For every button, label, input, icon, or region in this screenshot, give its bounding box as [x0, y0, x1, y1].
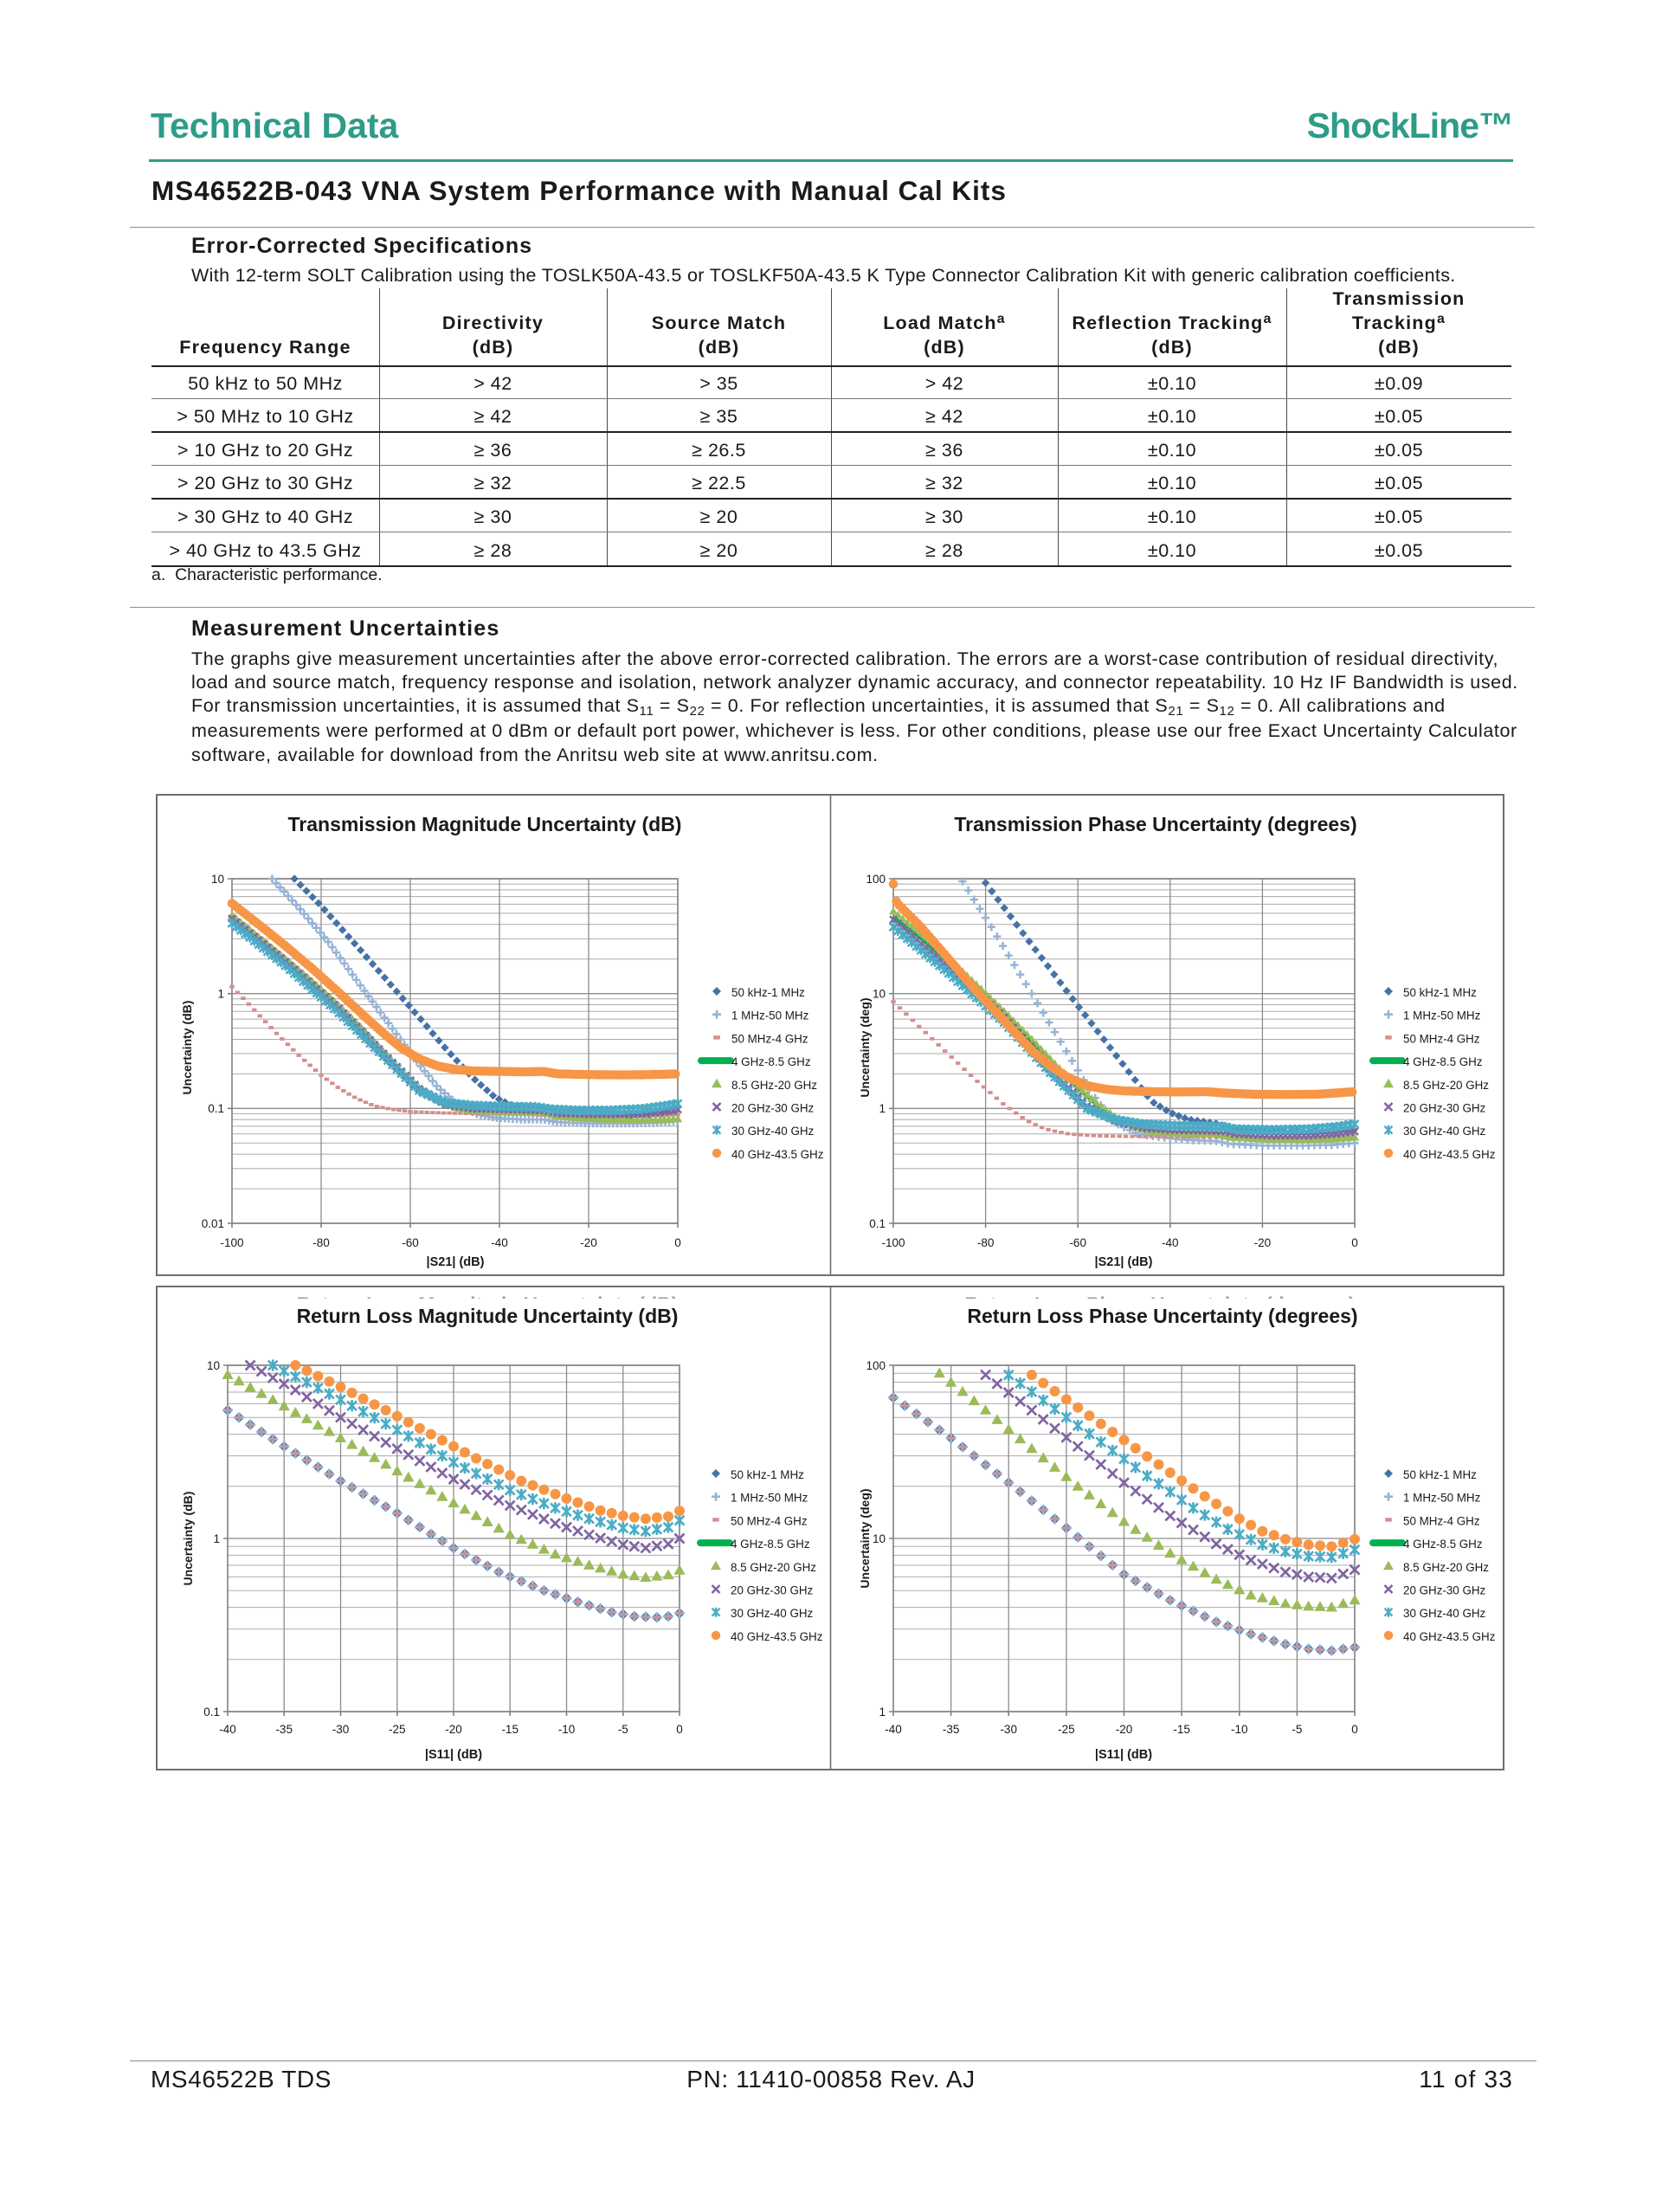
svg-text:4 GHz-8.5 GHz: 4 GHz-8.5 GHz: [1403, 1055, 1483, 1068]
svg-text:8.5 GHz-20 GHz: 8.5 GHz-20 GHz: [731, 1079, 817, 1092]
svg-text:0.1: 0.1: [869, 1217, 886, 1230]
svg-text:1 MHz-50 MHz: 1 MHz-50 MHz: [731, 1492, 808, 1505]
svg-text:0.01: 0.01: [202, 1217, 224, 1230]
svg-text:|S21| (dB): |S21| (dB): [1095, 1255, 1153, 1269]
svg-text:Return Loss Phase Uncertainty: Return Loss Phase Uncertainty (degrees): [967, 1305, 1357, 1327]
svg-text:1 MHz-50 MHz: 1 MHz-50 MHz: [1403, 1009, 1481, 1022]
svg-text:-35: -35: [275, 1723, 293, 1736]
svg-text:-20: -20: [580, 1236, 597, 1249]
svg-text:0.1: 0.1: [208, 1102, 224, 1115]
svg-text:40 GHz-43.5 GHz: 40 GHz-43.5 GHz: [731, 1148, 824, 1161]
svg-text:4 GHz-8.5 GHz: 4 GHz-8.5 GHz: [1403, 1538, 1483, 1551]
svg-text:|S11| (dB): |S11| (dB): [425, 1748, 482, 1762]
svg-text:40 GHz-43.5 GHz: 40 GHz-43.5 GHz: [731, 1630, 823, 1643]
svg-text:-40: -40: [885, 1723, 902, 1736]
svg-text:Uncertainty (dB): Uncertainty (dB): [180, 1001, 194, 1095]
svg-text:|S11| (dB): |S11| (dB): [1095, 1748, 1152, 1762]
svg-text:20 GHz-30 GHz: 20 GHz-30 GHz: [1403, 1102, 1486, 1115]
svg-text:100: 100: [866, 873, 886, 886]
svg-text:Return Loss Magnitude Uncertai: Return Loss Magnitude Uncertainty (dB): [297, 1293, 679, 1316]
svg-text:1 MHz-50 MHz: 1 MHz-50 MHz: [1403, 1492, 1481, 1505]
svg-text:-80: -80: [312, 1236, 330, 1249]
svg-text:-40: -40: [491, 1236, 508, 1249]
svg-text:0.1: 0.1: [203, 1706, 220, 1719]
svg-text:-35: -35: [943, 1723, 960, 1736]
svg-text:-15: -15: [1173, 1723, 1190, 1736]
svg-text:Uncertainty (dB): Uncertainty (dB): [181, 1492, 195, 1586]
svg-text:50 kHz-1 MHz: 50 kHz-1 MHz: [1403, 1468, 1477, 1481]
svg-text:Uncertainty (deg): Uncertainty (deg): [858, 997, 872, 1097]
svg-text:-60: -60: [1069, 1236, 1086, 1249]
svg-text:-20: -20: [1116, 1723, 1133, 1736]
svg-text:1 MHz-50 MHz: 1 MHz-50 MHz: [731, 1009, 809, 1022]
svg-text:-25: -25: [1058, 1723, 1075, 1736]
svg-text:0: 0: [1351, 1236, 1358, 1249]
svg-text:30 GHz-40 GHz: 30 GHz-40 GHz: [1403, 1125, 1486, 1138]
svg-text:|S21| (dB): |S21| (dB): [427, 1255, 485, 1269]
svg-text:40 GHz-43.5 GHz: 40 GHz-43.5 GHz: [1403, 1148, 1496, 1161]
svg-text:-40: -40: [1162, 1236, 1179, 1249]
svg-text:4 GHz-8.5 GHz: 4 GHz-8.5 GHz: [731, 1538, 810, 1551]
svg-text:50 MHz-4 GHz: 50 MHz-4 GHz: [1403, 1514, 1480, 1527]
svg-text:-20: -20: [445, 1723, 462, 1736]
svg-text:100: 100: [866, 1359, 886, 1372]
svg-text:Uncertainty (deg): Uncertainty (deg): [858, 1488, 872, 1588]
svg-text:10: 10: [207, 1359, 220, 1372]
svg-text:-100: -100: [881, 1236, 905, 1249]
svg-text:50 MHz-4 GHz: 50 MHz-4 GHz: [731, 1032, 808, 1045]
svg-text:-10: -10: [558, 1723, 576, 1736]
svg-text:Return Loss Magnitude Uncertai: Return Loss Magnitude Uncertainty (dB): [297, 1305, 679, 1327]
svg-text:-15: -15: [501, 1723, 519, 1736]
svg-text:50 kHz-1 MHz: 50 kHz-1 MHz: [731, 986, 805, 999]
svg-text:40 GHz-43.5 GHz: 40 GHz-43.5 GHz: [1403, 1630, 1496, 1643]
svg-text:50 MHz-4 GHz: 50 MHz-4 GHz: [1403, 1032, 1480, 1045]
svg-text:50 kHz-1 MHz: 50 kHz-1 MHz: [1403, 986, 1477, 999]
svg-text:0: 0: [676, 1723, 683, 1736]
svg-text:50 MHz-4 GHz: 50 MHz-4 GHz: [731, 1514, 808, 1527]
svg-text:8.5 GHz-20 GHz: 8.5 GHz-20 GHz: [1403, 1079, 1489, 1092]
svg-text:20 GHz-30 GHz: 20 GHz-30 GHz: [731, 1584, 814, 1597]
svg-text:-5: -5: [618, 1723, 628, 1736]
svg-text:1: 1: [213, 1532, 220, 1545]
svg-text:8.5 GHz-20 GHz: 8.5 GHz-20 GHz: [1403, 1561, 1489, 1574]
svg-text:1: 1: [879, 1706, 886, 1719]
svg-text:0: 0: [1351, 1723, 1358, 1736]
svg-text:-80: -80: [977, 1236, 995, 1249]
svg-text:-30: -30: [1000, 1723, 1017, 1736]
svg-text:20 GHz-30 GHz: 20 GHz-30 GHz: [731, 1102, 815, 1115]
svg-text:-100: -100: [220, 1236, 243, 1249]
svg-text:8.5 GHz-20 GHz: 8.5 GHz-20 GHz: [731, 1561, 816, 1574]
svg-text:Transmission Phase Uncertainty: Transmission Phase Uncertainty (degrees): [954, 813, 1356, 835]
svg-text:10: 10: [211, 873, 224, 886]
svg-text:10: 10: [873, 1532, 886, 1545]
svg-text:20 GHz-30 GHz: 20 GHz-30 GHz: [1403, 1584, 1486, 1597]
svg-text:10: 10: [873, 988, 886, 1001]
svg-text:30 GHz-40 GHz: 30 GHz-40 GHz: [731, 1125, 815, 1138]
svg-text:0: 0: [674, 1236, 681, 1249]
svg-text:-25: -25: [389, 1723, 406, 1736]
svg-text:30 GHz-40 GHz: 30 GHz-40 GHz: [731, 1607, 814, 1620]
svg-text:1: 1: [879, 1102, 886, 1115]
svg-text:Transmission Magnitude Uncerta: Transmission Magnitude Uncertainty (dB): [288, 813, 682, 835]
svg-text:1: 1: [217, 988, 224, 1001]
svg-text:-10: -10: [1231, 1723, 1248, 1736]
svg-text:30 GHz-40 GHz: 30 GHz-40 GHz: [1403, 1607, 1486, 1620]
svg-text:-60: -60: [402, 1236, 419, 1249]
svg-text:-5: -5: [1292, 1723, 1302, 1736]
svg-text:4 GHz-8.5 GHz: 4 GHz-8.5 GHz: [731, 1055, 811, 1068]
svg-text:Return Loss Phase Uncertainty: Return Loss Phase Uncertainty (degrees): [964, 1293, 1355, 1316]
svg-text:-20: -20: [1254, 1236, 1272, 1249]
svg-text:-40: -40: [219, 1723, 236, 1736]
svg-text:-30: -30: [332, 1723, 350, 1736]
svg-text:50 kHz-1 MHz: 50 kHz-1 MHz: [731, 1468, 804, 1481]
